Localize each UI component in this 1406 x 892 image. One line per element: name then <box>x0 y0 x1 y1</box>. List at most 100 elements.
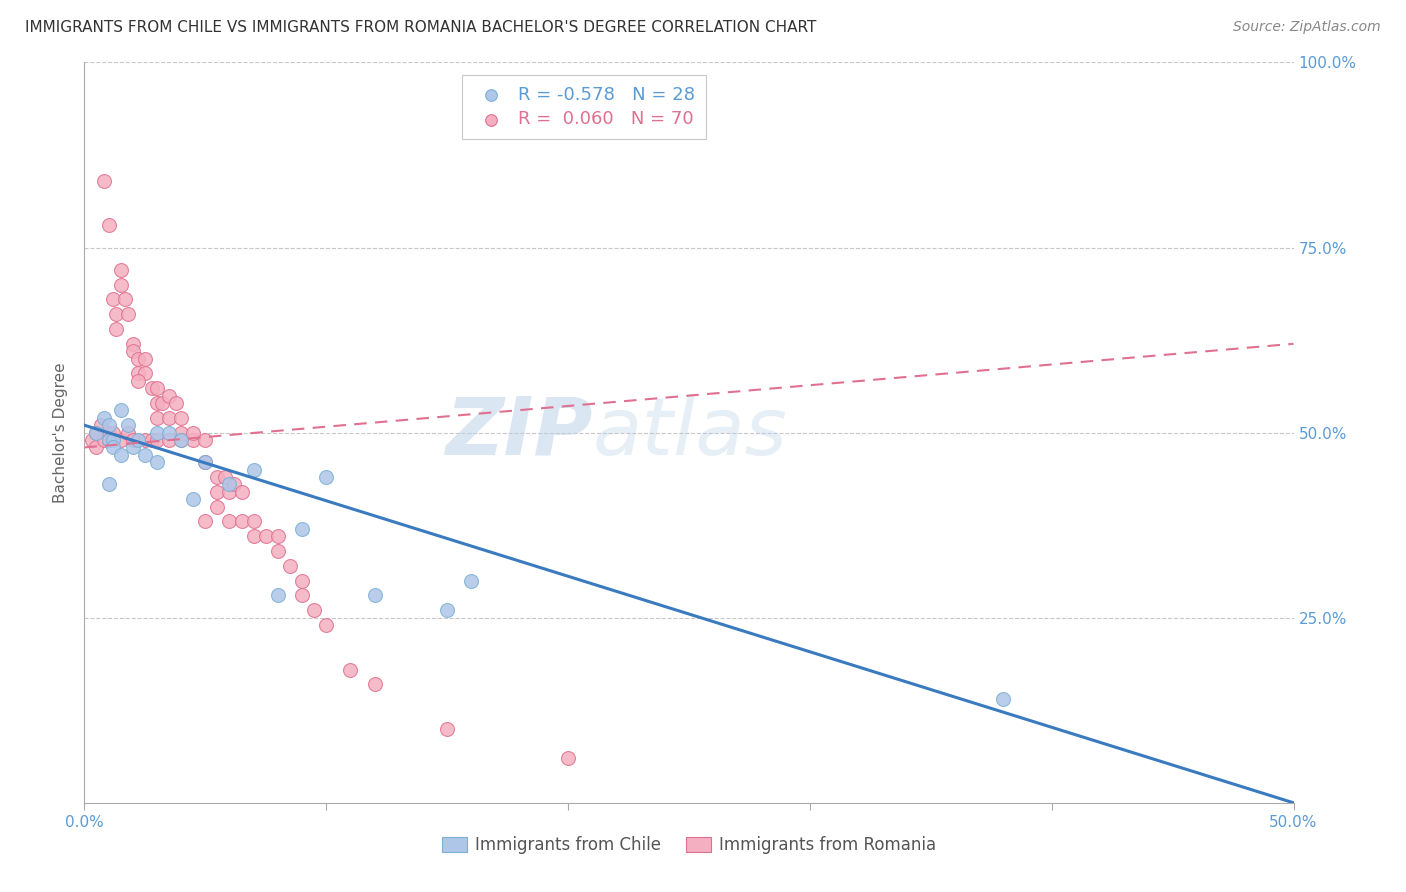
Point <box>165 396 187 410</box>
Point <box>242 515 264 529</box>
Point <box>103 425 125 440</box>
Point <box>363 589 385 603</box>
Point <box>103 441 125 455</box>
Point <box>150 396 173 410</box>
Point <box>127 433 149 447</box>
Point <box>117 425 139 440</box>
Point <box>121 336 143 351</box>
Point <box>110 433 132 447</box>
Point <box>214 470 236 484</box>
Point <box>127 374 149 388</box>
Point <box>207 484 229 499</box>
Point <box>117 307 139 321</box>
Point <box>181 433 204 447</box>
Point <box>231 484 253 499</box>
Point <box>207 470 229 484</box>
Point <box>97 433 120 447</box>
Point <box>267 529 290 543</box>
Point <box>170 433 193 447</box>
Point <box>80 433 103 447</box>
Point <box>157 410 180 425</box>
Point <box>110 448 132 462</box>
Point <box>146 396 169 410</box>
Point <box>110 403 132 417</box>
Point <box>110 277 132 292</box>
Point <box>103 293 125 307</box>
Point <box>170 410 193 425</box>
Point <box>207 500 229 514</box>
Point <box>127 367 149 381</box>
Legend: Immigrants from Chile, Immigrants from Romania: Immigrants from Chile, Immigrants from R… <box>434 830 943 861</box>
Text: Source: ZipAtlas.com: Source: ZipAtlas.com <box>1233 20 1381 34</box>
Point <box>291 522 314 536</box>
Point <box>146 433 169 447</box>
Point <box>436 722 458 736</box>
Point <box>242 529 264 543</box>
Point <box>103 433 125 447</box>
Point <box>90 418 112 433</box>
Point <box>460 574 482 588</box>
Point <box>278 558 301 573</box>
Point <box>127 351 149 366</box>
Point <box>339 663 361 677</box>
Point <box>97 425 120 440</box>
Point <box>146 455 169 469</box>
Point <box>993 692 1015 706</box>
Point <box>157 425 180 440</box>
Point <box>170 433 193 447</box>
Point <box>86 425 108 440</box>
Point <box>224 477 246 491</box>
Point <box>194 455 217 469</box>
Point <box>363 677 385 691</box>
Point <box>157 433 180 447</box>
Point <box>146 381 169 395</box>
Point <box>117 418 139 433</box>
Point <box>181 425 204 440</box>
Text: atlas: atlas <box>592 393 787 472</box>
Point <box>93 410 115 425</box>
Point <box>134 351 156 366</box>
Point <box>97 219 120 233</box>
Point <box>291 589 314 603</box>
Point <box>141 433 163 447</box>
Point <box>104 322 127 336</box>
Point <box>121 344 143 359</box>
Point <box>242 462 264 476</box>
Point <box>86 441 108 455</box>
Point <box>134 448 156 462</box>
Point <box>157 388 180 402</box>
Point <box>93 174 115 188</box>
Point <box>218 484 240 499</box>
Point <box>181 492 204 507</box>
Point <box>141 381 163 395</box>
Point <box>114 293 136 307</box>
Point <box>121 441 143 455</box>
Point <box>134 367 156 381</box>
Text: IMMIGRANTS FROM CHILE VS IMMIGRANTS FROM ROMANIA BACHELOR'S DEGREE CORRELATION C: IMMIGRANTS FROM CHILE VS IMMIGRANTS FROM… <box>25 20 817 35</box>
Point <box>218 515 240 529</box>
Point <box>93 433 115 447</box>
Point <box>110 262 132 277</box>
Point <box>194 515 217 529</box>
Point <box>121 433 143 447</box>
Text: ZIP: ZIP <box>444 393 592 472</box>
Point <box>557 751 579 765</box>
Point <box>254 529 277 543</box>
Point <box>267 589 290 603</box>
Point <box>146 425 169 440</box>
Point <box>291 574 314 588</box>
Point <box>104 307 127 321</box>
Point <box>97 433 120 447</box>
Point <box>97 418 120 433</box>
Point <box>315 618 337 632</box>
Point <box>134 433 156 447</box>
Point <box>267 544 290 558</box>
Point <box>231 515 253 529</box>
Point <box>218 477 240 491</box>
Point <box>146 410 169 425</box>
Point <box>86 425 108 440</box>
Point <box>194 455 217 469</box>
Point <box>315 470 337 484</box>
Point <box>436 603 458 617</box>
Point <box>97 477 120 491</box>
